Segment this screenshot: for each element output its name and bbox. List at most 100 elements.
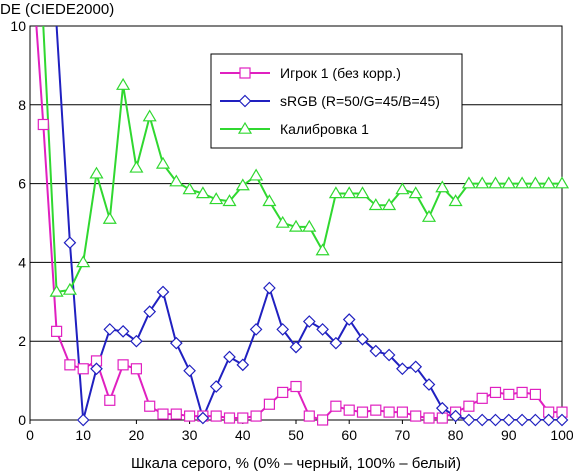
- series-2-point-2: [62, 282, 77, 295]
- series-1-point-35: [515, 413, 529, 427]
- legend-marker-0: [239, 67, 251, 79]
- series-1-point-34: [502, 413, 516, 427]
- series-0-point-30: [423, 412, 435, 424]
- series-1-point-23: [356, 332, 369, 346]
- x-tick-label-50: 50: [288, 427, 304, 443]
- x-tick-label-60: 60: [341, 427, 357, 443]
- series-1-point-18: [289, 340, 303, 354]
- series-0-point-11: [170, 408, 182, 420]
- series-2-point-3: [76, 255, 91, 268]
- series-1-point-19: [302, 315, 316, 328]
- series-0-point-6: [104, 394, 116, 406]
- chart-title: DE (CIEDE2000): [0, 1, 114, 18]
- series-2-point-19: [288, 219, 304, 232]
- series-0-point-10: [157, 408, 169, 420]
- series-2-point-28: [408, 186, 423, 199]
- series-1-point-17: [276, 323, 290, 336]
- series-0-point-25: [356, 406, 369, 418]
- series-2-point-4: [89, 166, 104, 179]
- series-2-point-20: [302, 219, 317, 232]
- y-tick-label-8: 8: [18, 97, 26, 113]
- legend-marker-1: [238, 94, 252, 108]
- series-0-point-17: [250, 410, 262, 422]
- series-2-point-30: [435, 180, 450, 193]
- series-2-point-5: [102, 211, 117, 224]
- series-0-point-8: [130, 363, 142, 375]
- series-1-point-12: [209, 380, 223, 393]
- x-axis-ticks: 0 10 20 30 40 50 60 70 80 90 100: [26, 420, 573, 443]
- series-2-point-7: [129, 160, 144, 173]
- series-2-point-12: [195, 186, 210, 199]
- series-2-point-6: [116, 77, 131, 90]
- series-0-point-20: [290, 380, 302, 393]
- series-1-point-2: [76, 413, 90, 427]
- x-tick-label-80: 80: [448, 427, 464, 443]
- series-1-point-20: [316, 323, 329, 336]
- y-tick-label-10: 10: [10, 18, 26, 34]
- series-1-point-3: [90, 362, 103, 376]
- series-1-point-21: [329, 336, 343, 350]
- series-0-point-34: [476, 392, 488, 404]
- legend-label-0: Игрок 1 (без корр.): [280, 65, 401, 81]
- series-2-point-1: [49, 284, 64, 297]
- series-0-point-12: [184, 410, 196, 422]
- series-line-2: [42, 26, 562, 293]
- series-2-point-8: [142, 109, 157, 122]
- x-tick-label-100: 100: [550, 427, 573, 443]
- series-2-point-17: [262, 194, 277, 207]
- series-2-point-22: [328, 186, 343, 199]
- series-1-point-28: [422, 378, 436, 391]
- series-0-point-18: [263, 398, 275, 410]
- series-0-point-36: [503, 388, 515, 400]
- series-0-point-14: [210, 410, 222, 422]
- series-0-point-16: [237, 412, 249, 424]
- series-2-point-18: [275, 215, 290, 228]
- y-tick-label-4: 4: [18, 254, 26, 270]
- y-axis-ticks: 0 2 4 6 8 10: [10, 18, 26, 428]
- x-tick-label-10: 10: [75, 427, 91, 443]
- series-2-point-37: [528, 176, 543, 189]
- series-1-point-8: [156, 285, 170, 299]
- series-0-point-29: [410, 410, 422, 422]
- y-tick-label-6: 6: [18, 176, 26, 192]
- series-0-point-38: [529, 388, 542, 400]
- series-1-point-14: [236, 358, 250, 372]
- y-tick-label-2: 2: [18, 333, 26, 349]
- series-0-point-3: [64, 359, 76, 371]
- series-1-point-32: [475, 413, 489, 427]
- series-2-point-36: [515, 176, 530, 189]
- series-2-point-14: [222, 194, 237, 207]
- series-0-point-28: [396, 406, 408, 418]
- series-2-point-31: [448, 194, 463, 207]
- series-0-point-7: [117, 359, 129, 371]
- series-0-point-2: [50, 325, 63, 337]
- series-2-point-38: [541, 176, 556, 189]
- series-1-point-4: [103, 323, 117, 336]
- series-2-point-23: [342, 186, 357, 199]
- series-2-point-24: [355, 186, 370, 199]
- series-1-point-7: [143, 305, 157, 318]
- series-0-point-15: [223, 412, 236, 424]
- series-1-point-10: [183, 364, 196, 378]
- x-tick-label-0: 0: [26, 427, 34, 443]
- series-1-point-24: [369, 344, 383, 358]
- series-0-point-22: [317, 414, 329, 426]
- series-0-point-24: [343, 404, 355, 416]
- series-2-point-32: [461, 176, 476, 189]
- series-2-point-15: [235, 178, 250, 191]
- series-1-point-16: [263, 281, 276, 295]
- series-1-point-6: [130, 334, 143, 348]
- series-2-point-21: [315, 243, 330, 256]
- series-1-point-37: [542, 413, 556, 427]
- x-tick-label-90: 90: [501, 427, 517, 443]
- series-1-point-11: [196, 411, 210, 425]
- series-1-point-31: [462, 413, 476, 427]
- legend-marker-2: [237, 121, 253, 134]
- series-2-point-26: [382, 198, 397, 211]
- series-2-point-33: [475, 176, 490, 189]
- series-2-point-13: [209, 192, 224, 205]
- series-1-point-1: [63, 236, 77, 250]
- series-1-point-25: [382, 348, 396, 362]
- series-0-point-37: [516, 386, 528, 399]
- series-0-point-35: [489, 386, 502, 399]
